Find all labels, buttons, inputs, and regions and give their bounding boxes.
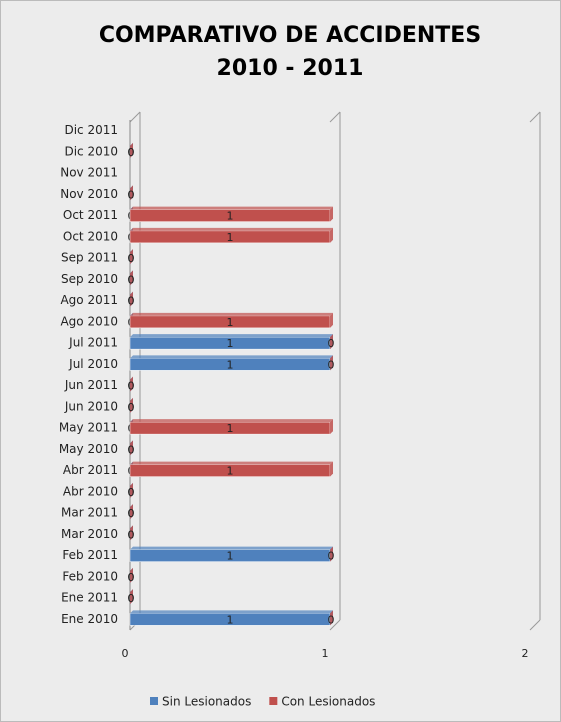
data-label: 1: [227, 465, 234, 478]
bar-end: [130, 504, 133, 520]
bar-top: [130, 206, 333, 210]
x-tick-label: 1: [322, 647, 329, 660]
legend-swatch: [269, 697, 278, 705]
y-tick-label: Jul 2010: [68, 357, 118, 371]
y-tick-label: Feb 2010: [62, 569, 118, 583]
bar-end: [330, 461, 333, 477]
grid-line: [529, 111, 541, 123]
data-label: 0: [128, 486, 135, 499]
bar-top: [130, 312, 333, 316]
data-label: 0: [128, 592, 135, 605]
bar-end: [130, 482, 133, 498]
y-tick-label: Mar 2010: [61, 527, 118, 541]
bar-end: [330, 546, 333, 562]
bar-top: [130, 227, 333, 231]
data-label: 0: [128, 188, 135, 201]
data-label: 1: [227, 550, 234, 563]
bar-end: [330, 355, 333, 371]
chart-title: COMPARATIVO DE ACCIDENTES: [99, 23, 481, 48]
data-label: 0: [328, 358, 335, 371]
y-tick-label: Oct 2010: [63, 229, 118, 243]
y-tick-label: Nov 2011: [60, 166, 118, 180]
bar-end: [330, 227, 333, 243]
y-tick-label: Sep 2010: [61, 272, 118, 286]
y-tick-label: Dic 2011: [64, 123, 118, 137]
bar-end: [330, 610, 333, 626]
data-label: 0: [128, 252, 135, 265]
y-tick-label: Feb 2011: [62, 548, 118, 562]
bar-top: [130, 546, 333, 550]
y-tick-label: Jun 2010: [64, 399, 118, 413]
legend-label: Sin Lesionados: [162, 695, 251, 709]
data-label: 0: [128, 443, 135, 456]
bar-top: [130, 461, 333, 465]
bar-end: [130, 376, 133, 392]
grid-line: [129, 111, 141, 123]
data-label: 1: [227, 316, 234, 329]
grid-line: [329, 619, 341, 631]
bar-end: [130, 142, 133, 158]
bar-end: [130, 567, 133, 583]
data-label: 1: [227, 358, 234, 371]
bar-top: [130, 419, 333, 423]
data-label: 0: [128, 146, 135, 159]
bar-end: [130, 440, 133, 456]
bar-end: [330, 312, 333, 328]
data-label: 1: [227, 337, 234, 350]
y-tick-label: Sep 2011: [61, 251, 118, 265]
y-tick-label: Ene 2010: [61, 612, 118, 626]
data-label: 0: [128, 273, 135, 286]
bar-top: [130, 610, 333, 614]
y-tick-label: May 2010: [59, 442, 118, 456]
data-label: 0: [328, 337, 335, 350]
y-tick-label: Ene 2011: [61, 591, 118, 605]
data-label: 0: [328, 550, 335, 563]
y-tick-label: Abr 2010: [63, 484, 118, 498]
grid-line: [529, 619, 541, 631]
data-label: 1: [227, 210, 234, 223]
legend-label: Con Lesionados: [281, 695, 375, 709]
data-label: 0: [128, 571, 135, 584]
bar-top: [130, 355, 333, 359]
bar-end: [130, 185, 133, 201]
data-label: 0: [128, 380, 135, 393]
y-tick-label: Ago 2011: [60, 293, 118, 307]
bar-end: [130, 249, 133, 265]
y-tick-label: Mar 2011: [61, 506, 118, 520]
y-tick-label: Jul 2011: [68, 336, 118, 350]
grid-line: [329, 111, 341, 123]
bar-end: [130, 525, 133, 541]
y-tick-label: Oct 2011: [63, 208, 118, 222]
data-label: 0: [328, 613, 335, 626]
bar-end: [330, 419, 333, 435]
data-label: 0: [128, 528, 135, 541]
y-tick-label: Abr 2011: [63, 463, 118, 477]
y-tick-label: May 2011: [59, 421, 118, 435]
data-label: 0: [128, 507, 135, 520]
y-tick-label: Nov 2010: [60, 187, 118, 201]
legend-swatch: [150, 697, 158, 705]
bar-end: [130, 589, 133, 605]
data-label: 1: [227, 613, 234, 626]
x-tick-label: 2: [522, 647, 529, 660]
y-tick-label: Ago 2010: [60, 314, 118, 328]
chart-title: 2010 - 2011: [217, 56, 364, 81]
bar-end: [130, 291, 133, 307]
y-tick-label: Dic 2010: [64, 144, 118, 158]
bar-end: [130, 397, 133, 413]
data-label: 0: [128, 295, 135, 308]
bar-end: [330, 334, 333, 350]
y-tick-label: Jun 2011: [64, 378, 118, 392]
x-tick-label: 0: [122, 647, 129, 660]
data-label: 1: [227, 422, 234, 435]
bar-top: [130, 334, 333, 338]
data-label: 0: [128, 401, 135, 414]
data-label: 1: [227, 231, 234, 244]
bar-end: [330, 206, 333, 222]
bar-end: [130, 270, 133, 286]
